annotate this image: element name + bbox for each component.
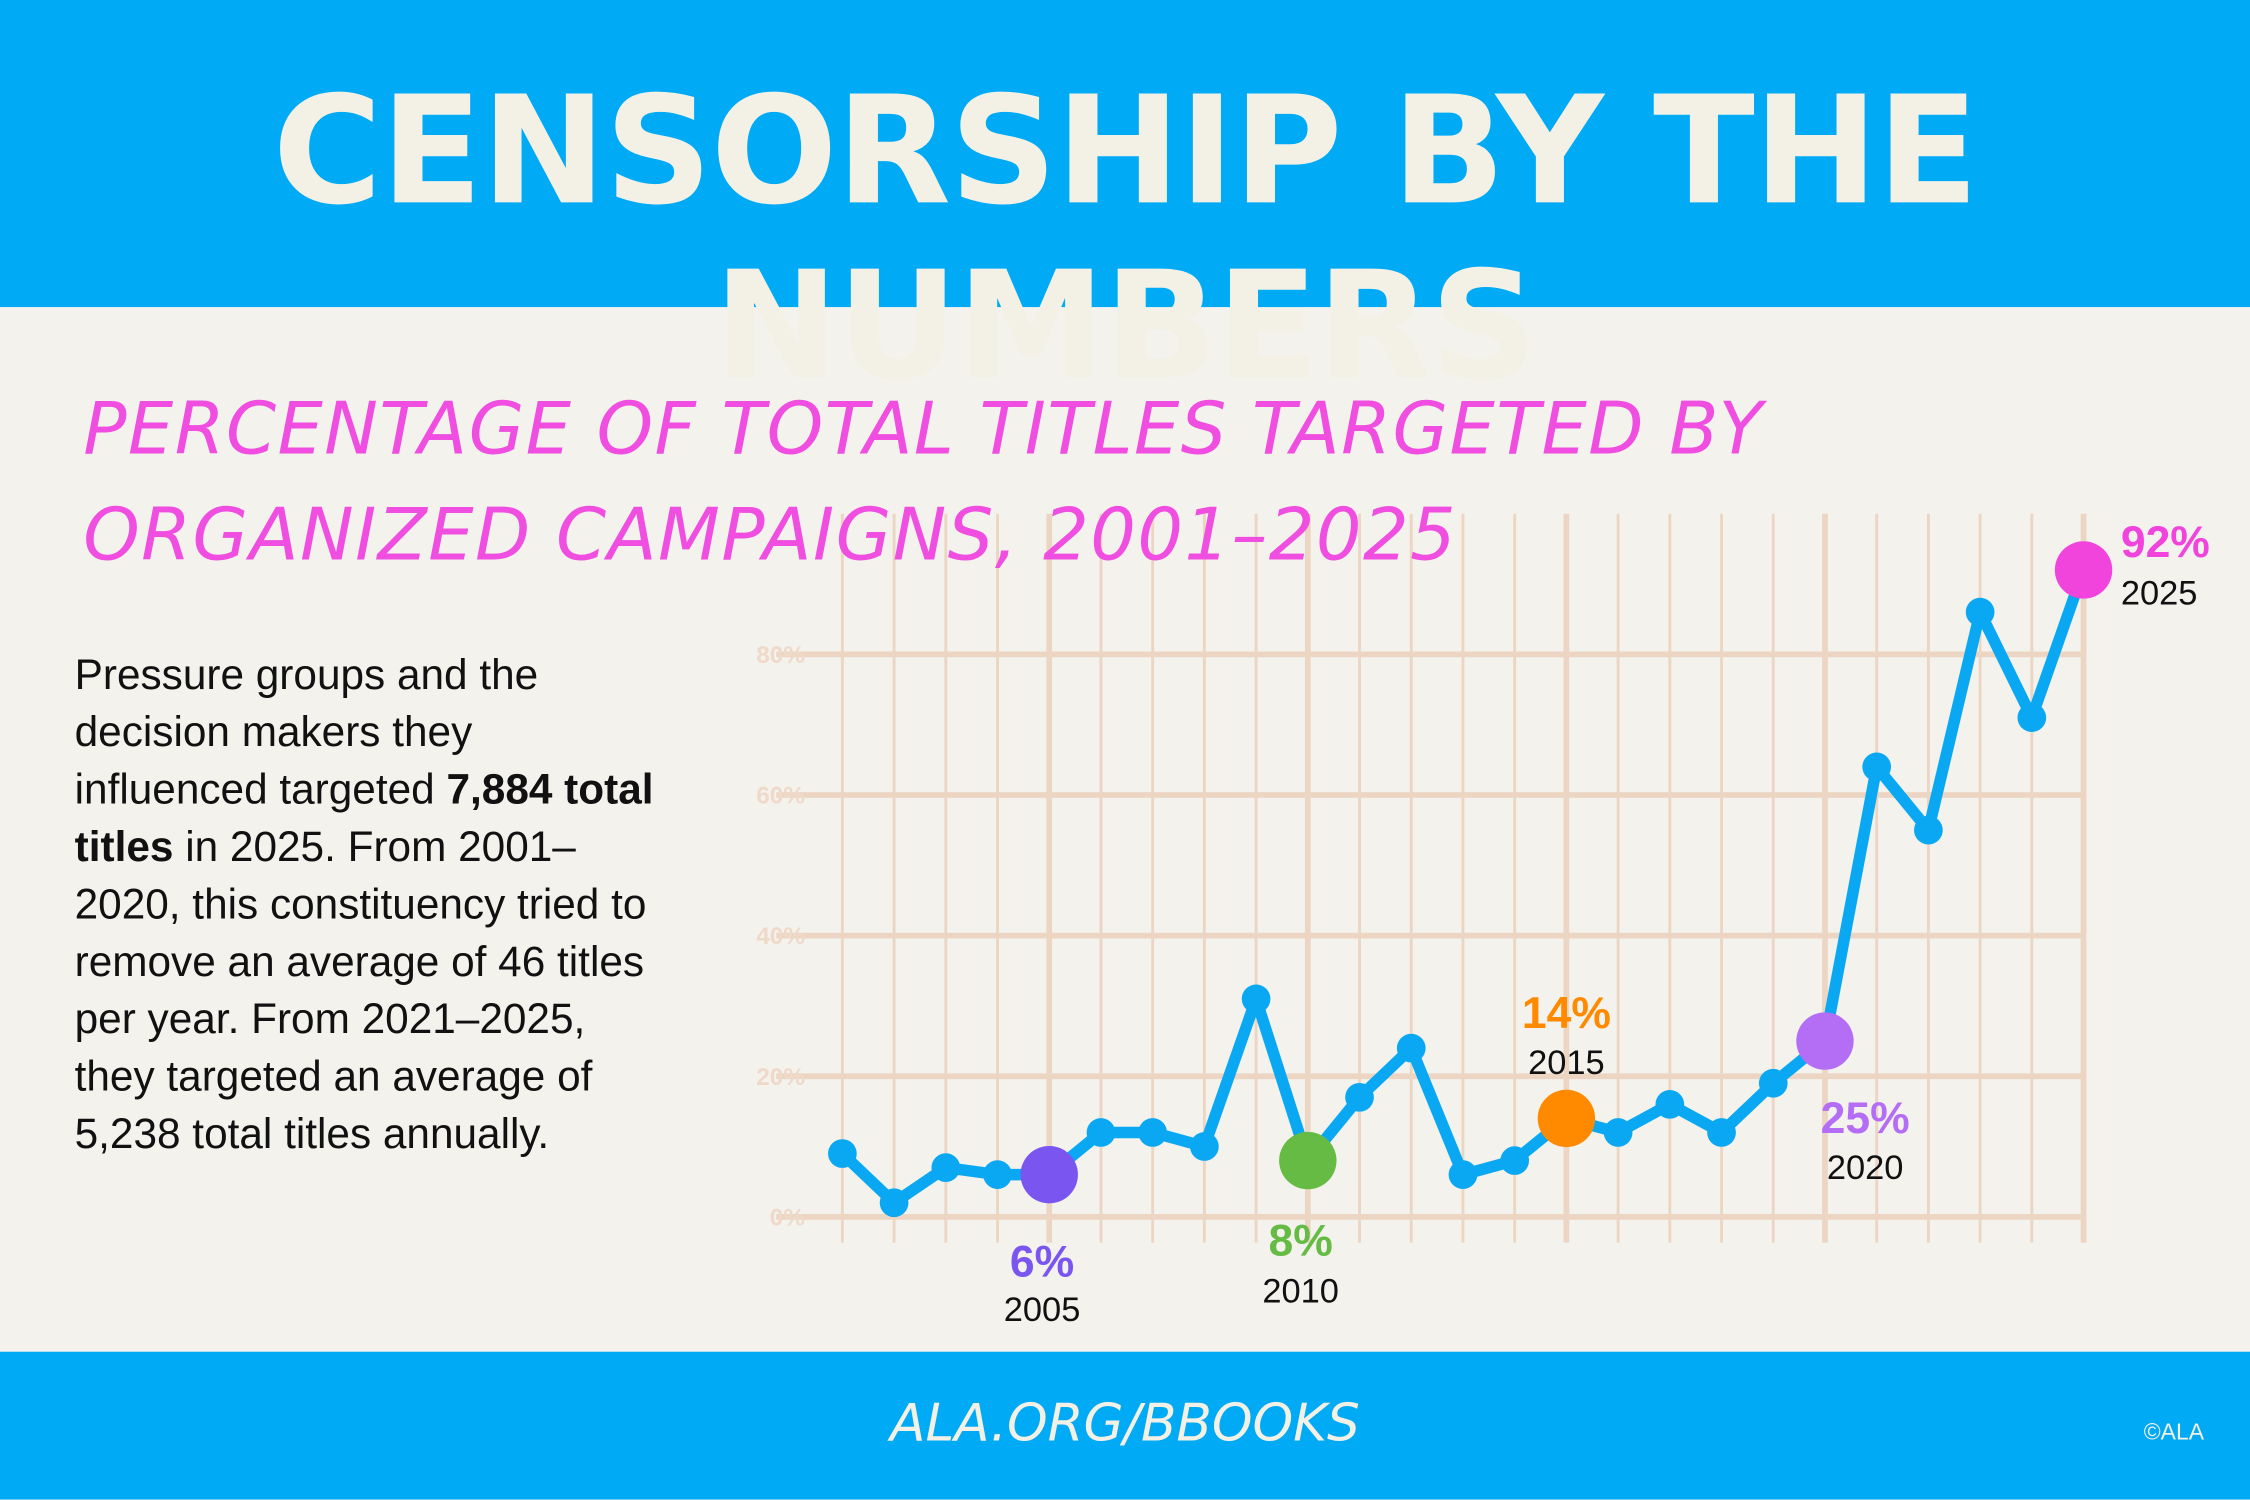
header-band — [0, 0, 2250, 308]
point — [1241, 984, 1271, 1014]
point — [1965, 597, 1995, 627]
point — [983, 1160, 1012, 1189]
chart-title: PERCENTAGE OF TOTAL TITLES TARGETED BY O… — [83, 387, 1764, 577]
point — [1448, 1160, 1478, 1189]
value-label: 6% — [1010, 1238, 1074, 1287]
page-title: CENSORSHIP BY THE NUMBERS — [272, 63, 1979, 414]
point — [2054, 541, 2113, 599]
y-tick-label: 60% — [756, 783, 805, 810]
point — [828, 1139, 857, 1168]
emphasis: 7,884 total titles — [74, 766, 654, 872]
text: Pressure groups and the decision makers … — [74, 651, 539, 814]
x-tick-label: 2020 — [1827, 1149, 1904, 1187]
x-tick-label: 2010 — [1262, 1273, 1339, 1311]
point — [1758, 1068, 1788, 1098]
value-label: 92% — [2121, 518, 2210, 567]
point — [1796, 1012, 1854, 1070]
point — [1603, 1118, 1633, 1147]
point — [1914, 815, 1943, 845]
x-tick-label: 2025 — [2121, 574, 2198, 612]
point — [1396, 1033, 1426, 1063]
point — [1707, 1118, 1736, 1147]
point — [1086, 1118, 1116, 1147]
y-tick-label: 80% — [756, 642, 805, 669]
point — [879, 1188, 909, 1218]
point — [1190, 1132, 1219, 1161]
copyright: ©ALA — [2143, 1420, 2205, 1445]
x-tick-label: 2015 — [1528, 1044, 1605, 1082]
x-tick-label: 2005 — [1004, 1291, 1081, 1329]
value-label: 25% — [1821, 1094, 1910, 1143]
point — [1345, 1082, 1374, 1112]
point — [1862, 752, 1892, 782]
point — [1020, 1145, 1078, 1204]
point — [1500, 1146, 1530, 1175]
footer-band — [0, 1351, 2250, 1500]
y-tick-label: 40% — [756, 923, 805, 950]
y-tick-label: 20% — [756, 1064, 805, 1091]
value-label: 14% — [1522, 989, 1611, 1038]
point — [1279, 1131, 1337, 1190]
footer-url: ALA.ORG/BBOOKS — [890, 1394, 1360, 1454]
value-label: 8% — [1268, 1216, 1332, 1265]
point — [1138, 1118, 1168, 1147]
y-tick-label: 0% — [770, 1204, 806, 1231]
point — [931, 1153, 961, 1182]
description: Pressure groups and the decision makers … — [75, 647, 663, 1164]
point — [2017, 703, 2047, 732]
text: in 2025. From 2001–2020, this constituen… — [74, 823, 647, 1159]
point — [1655, 1089, 1685, 1119]
point — [1537, 1089, 1596, 1148]
